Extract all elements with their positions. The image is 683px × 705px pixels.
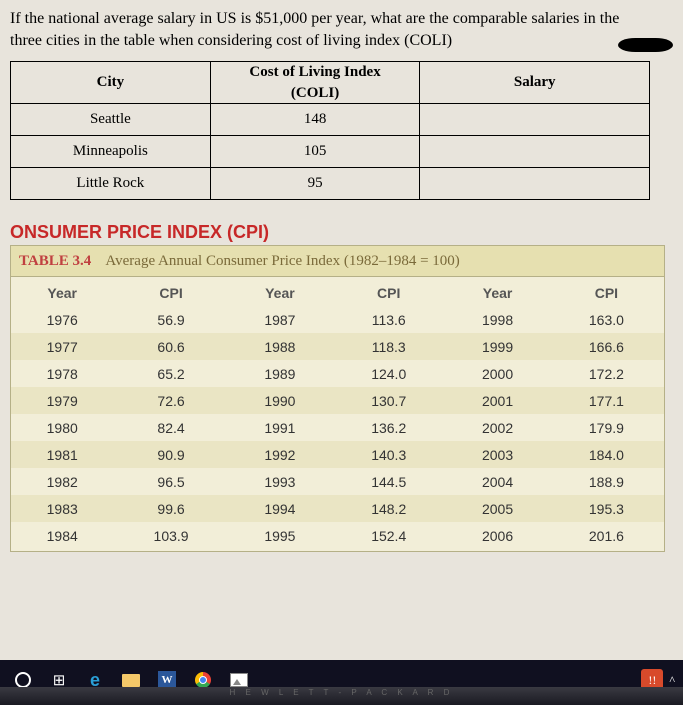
coli-cell [420,136,650,168]
cpi-column: YearCPI 197656.9 197760.6 197865.2 19797… [11,279,229,549]
question-line-1: If the national average salary in US is … [10,10,619,27]
question-text: If the national average salary in US is … [10,8,673,51]
folder-icon [122,674,140,687]
cpi-cell: 1991 [229,414,331,441]
cpi-cell: 56.9 [113,306,228,333]
cpi-cell: 140.3 [331,441,446,468]
coli-cell [420,104,650,136]
coli-cell: Little Rock [11,168,211,200]
coli-cell: 148 [210,104,420,136]
cpi-cell: 65.2 [113,360,228,387]
cpi-cell: 2000 [446,360,548,387]
cpi-cell: 166.6 [549,333,664,360]
cpi-cell: 1992 [229,441,331,468]
cpi-col-header: Year [11,279,113,306]
cpi-cell: 188.9 [549,468,664,495]
document-page: If the national average salary in US is … [0,0,683,660]
picture-icon [230,673,248,687]
coli-cell [420,168,650,200]
coli-cell: Minneapolis [11,136,211,168]
cpi-cell: 1994 [229,495,331,522]
cpi-cell: 1999 [446,333,548,360]
cpi-cell: 1979 [11,387,113,414]
cpi-cell: 136.2 [331,414,446,441]
cpi-cell: 1987 [229,306,331,333]
cpi-cell: 195.3 [549,495,664,522]
coli-cell: 105 [210,136,420,168]
cpi-col-header: Year [446,279,548,306]
tray-expand-button[interactable]: ^ [669,673,675,688]
redaction-mark [618,38,673,52]
cpi-cell: 2005 [446,495,548,522]
cpi-cell: 152.4 [331,522,446,549]
cpi-table-label: TABLE 3.4 [19,253,91,269]
cpi-cell: 2003 [446,441,548,468]
coli-table: City Cost of Living Index Salary (COLI) … [10,61,650,200]
cpi-cell: 82.4 [113,414,228,441]
cpi-column: YearCPI 1998163.0 1999166.6 2000172.2 20… [446,279,664,549]
cpi-cell: 118.3 [331,333,446,360]
cpi-cell: 130.7 [331,387,446,414]
cpi-cell: 148.2 [331,495,446,522]
cpi-cell: 60.6 [113,333,228,360]
coli-cell: 95 [210,168,420,200]
cpi-cell: 177.1 [549,387,664,414]
cpi-cell: 201.6 [549,522,664,549]
coli-header-index: Cost of Living Index [210,62,420,84]
circle-icon [15,672,31,688]
cpi-cell: 2006 [446,522,548,549]
question-line-2: three cities in the table when consideri… [10,32,452,49]
cpi-cell: 2004 [446,468,548,495]
cpi-cell: 1984 [11,522,113,549]
cpi-cell: 103.9 [113,522,228,549]
cpi-cell: 1990 [229,387,331,414]
coli-cell: Seattle [11,104,211,136]
cpi-cell: 96.5 [113,468,228,495]
cpi-col-header: CPI [113,279,228,306]
cpi-col-header: CPI [331,279,446,306]
cpi-grid: YearCPI 197656.9 197760.6 197865.2 19797… [11,277,664,551]
cpi-cell: 1998 [446,306,548,333]
cpi-cell: 179.9 [549,414,664,441]
cpi-cell: 72.6 [113,387,228,414]
chrome-icon [195,672,211,688]
cpi-cell: 90.9 [113,441,228,468]
coli-header-salary: Salary [420,62,650,104]
cpi-cell: 124.0 [331,360,446,387]
cpi-cell: 1988 [229,333,331,360]
cpi-cell: 2002 [446,414,548,441]
cpi-cell: 113.6 [331,306,446,333]
cpi-cell: 184.0 [549,441,664,468]
cpi-cell: 1978 [11,360,113,387]
section-title: ONSUMER PRICE INDEX (CPI) [10,222,673,243]
cpi-cell: 144.5 [331,468,446,495]
cpi-cell: 99.6 [113,495,228,522]
cpi-cell: 163.0 [549,306,664,333]
coli-header-sub: (COLI) [210,84,420,104]
cpi-column: YearCPI 1987113.6 1988118.3 1989124.0 19… [229,279,447,549]
keyboard-brand: H E W L E T T - P A C K A R D [0,688,683,697]
cpi-cell: 1980 [11,414,113,441]
cpi-table-title: Average Annual Consumer Price Index (198… [105,253,459,269]
cpi-cell: 1981 [11,441,113,468]
cpi-cell: 172.2 [549,360,664,387]
coli-header-city: City [11,62,211,104]
cpi-cell: 1995 [229,522,331,549]
cpi-caption: TABLE 3.4 Average Annual Consumer Price … [11,246,664,277]
cpi-col-header: CPI [549,279,664,306]
cpi-cell: 1993 [229,468,331,495]
cpi-table: TABLE 3.4 Average Annual Consumer Price … [10,245,665,552]
cpi-col-header: Year [229,279,331,306]
cpi-cell: 1976 [11,306,113,333]
cpi-cell: 1983 [11,495,113,522]
cpi-cell: 2001 [446,387,548,414]
cpi-cell: 1977 [11,333,113,360]
cpi-cell: 1989 [229,360,331,387]
cpi-cell: 1982 [11,468,113,495]
